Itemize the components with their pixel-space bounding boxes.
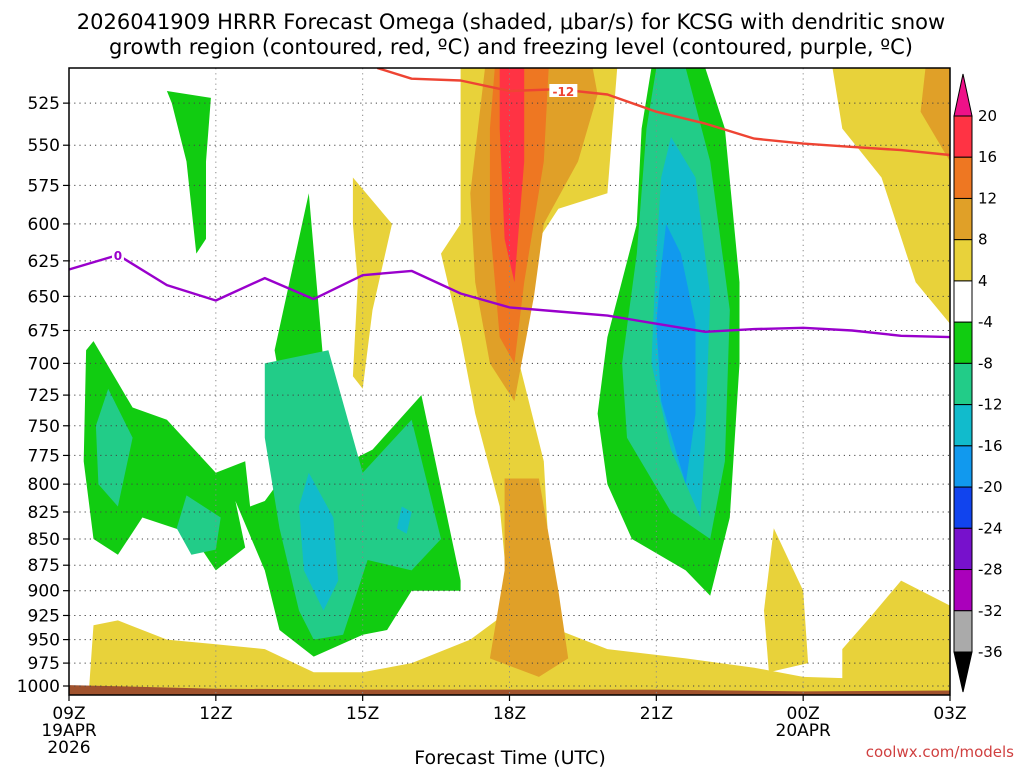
omega-region-5 (299, 472, 339, 611)
colorbar-label-10: -24 (978, 519, 1003, 537)
omega-region-13 (832, 68, 950, 324)
dgz-minus12-contour-label: -12 (552, 85, 574, 99)
colorbar-band-3 (953, 239, 973, 282)
colorbar-band-4 (953, 280, 973, 323)
y-tick-label-775: 775 (28, 446, 60, 466)
omega-region-3 (176, 495, 221, 555)
y-tick-label-725: 725 (28, 386, 60, 406)
freezing-level-contour-label-bg (111, 248, 124, 262)
x-tick-date-09Z: 19APR (41, 721, 97, 741)
omega-region-11 (88, 68, 950, 695)
omega-region-14 (764, 528, 809, 673)
colorbar-label-13: -36 (978, 643, 1003, 661)
y-tick-label-1000: 1000 (17, 677, 60, 697)
y-tick-label-950: 950 (28, 631, 60, 651)
y-tick-label-525: 525 (28, 94, 60, 114)
omega-region-6 (396, 506, 412, 534)
y-tick-label-850: 850 (28, 530, 60, 550)
omega-region-17 (920, 68, 950, 162)
x-tick-label-09Z: 09Z (52, 704, 85, 724)
colorbar-label-3: 8 (978, 231, 988, 249)
dgz-minus12-contour-label-bg (549, 83, 578, 97)
colorbar-band-11 (953, 569, 973, 612)
omega-region-10 (656, 223, 696, 485)
credit-text: coolwx.com/models (866, 743, 1014, 761)
grid-lines (69, 68, 950, 695)
omega-region-0 (166, 91, 211, 254)
colorbar-label-2: 12 (978, 189, 997, 207)
colorbar-bottom-arrow (953, 651, 973, 693)
colorbar-band-1 (953, 156, 973, 199)
y-tick-label-675: 675 (28, 321, 60, 341)
y-tick-label-825: 825 (28, 503, 60, 523)
colorbar-band-5 (953, 321, 973, 364)
x-tick-label-12Z: 12Z (199, 704, 232, 724)
colorbar-band-2 (953, 197, 973, 241)
colorbar-band-6 (953, 362, 973, 406)
x-tick-label-03Z: 03Z (933, 704, 966, 724)
colorbar-band-8 (953, 445, 973, 488)
y-tick-label-900: 900 (28, 582, 60, 602)
x-tick-label-00Z: 00Z (787, 704, 820, 724)
y-tick-label-700: 700 (28, 354, 60, 374)
y-tick-label-650: 650 (28, 287, 60, 307)
freezing-level-contour-line (69, 253, 950, 339)
colorbar-label-7: -12 (978, 396, 1003, 414)
x-tick-year-09Z: 2026 (47, 738, 90, 758)
contour-lines: -12 0 (69, 68, 950, 339)
colorbar-top-arrow (953, 73, 973, 117)
colorbar-band-0 (953, 115, 973, 158)
y-tick-label-625: 625 (28, 252, 60, 272)
colorbar-band-7 (953, 404, 973, 447)
y-tick-label-800: 800 (28, 475, 60, 495)
omega-region-20 (499, 68, 525, 283)
colorbar-label-6: -8 (978, 354, 993, 372)
x-tick-label-15Z: 15Z (346, 704, 379, 724)
chart-title-line-2: growth region (contoured, red, ºC) and f… (109, 35, 913, 59)
omega-region-18 (489, 478, 569, 677)
omega-region-2 (95, 388, 133, 507)
pressure-axis: 525 550 575 600 625 650 675 700 725 750 775 800 825 8… (17, 94, 69, 697)
x-tick-label-21Z: 21Z (640, 704, 673, 724)
colorbar-band-12 (953, 610, 973, 653)
y-tick-label-925: 925 (28, 606, 60, 626)
freezing-level-contour-label: 0 (114, 249, 122, 263)
y-tick-label-600: 600 (28, 215, 60, 235)
colorbar-label-8: -16 (978, 437, 1003, 455)
x-tick-date-00Z: 20APR (776, 721, 832, 741)
y-tick-label-875: 875 (28, 556, 60, 576)
y-tick-label-750: 750 (28, 417, 60, 437)
y-tick-label-975: 975 (28, 654, 60, 674)
colorbar-label-5: -4 (978, 313, 993, 331)
chart-title-line-1: 2026041909 HRRR Forecast Omega (shaded, … (77, 10, 945, 34)
colorbar-label-0: 20 (978, 107, 997, 125)
colorbar-label-11: -28 (978, 561, 1003, 579)
colorbar-label-12: -32 (978, 602, 1003, 620)
y-tick-label-550: 550 (28, 136, 60, 156)
colorbar-band-9 (953, 486, 973, 529)
omega-region-21 (69, 685, 950, 695)
y-tick-label-575: 575 (28, 176, 60, 196)
colorbar-label-1: 16 (978, 148, 997, 166)
x-axis-label: Forecast Time (UTC) (414, 747, 605, 768)
x-tick-label-18Z: 18Z (493, 704, 526, 724)
dgz-minus12-contour-line (376, 68, 950, 157)
colorbar-label-4: 4 (978, 272, 988, 290)
colorbar-label-9: -20 (978, 478, 1003, 496)
omega-colorbar: 20 16 12 8 4 -4 -8 -12 -16 -20 -24 -28 -32 -36 (953, 73, 1003, 693)
colorbar-band-10 (953, 527, 973, 571)
omega-region-12 (352, 177, 392, 389)
omega-region-15 (842, 580, 950, 682)
